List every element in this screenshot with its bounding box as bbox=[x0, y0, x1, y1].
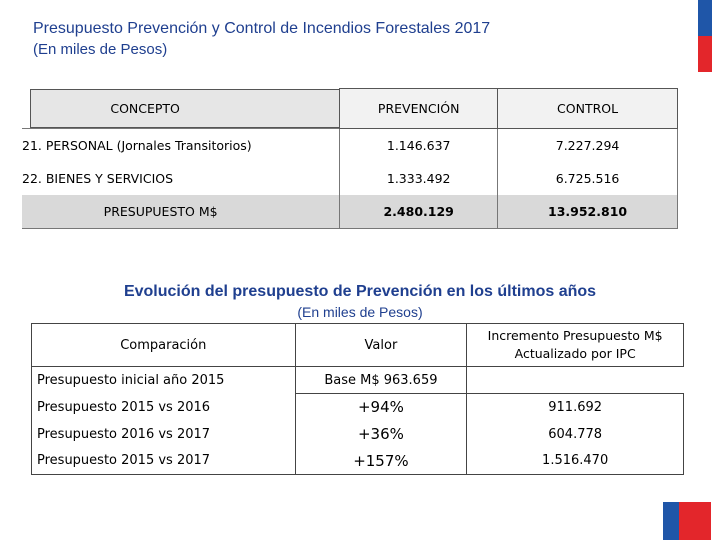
concept-cell: 21. PERSONAL (Jornales Transitorios) bbox=[22, 127, 340, 162]
value-cell: +94% bbox=[294, 393, 468, 421]
value-cell: Base M$ 963.659 bbox=[294, 366, 468, 394]
increment-cell: 911.692 bbox=[466, 393, 684, 421]
value-cell: +157% bbox=[294, 447, 468, 475]
table-row: Presupuesto 2015 vs 2016 +94% 911.692 bbox=[31, 393, 684, 421]
column-header-comparacion: Comparación bbox=[31, 323, 296, 367]
concept-cell: 22. BIENES Y SERVICIOS bbox=[22, 170, 174, 186]
comparison-label: Presupuesto 2015 vs 2017 bbox=[31, 447, 296, 475]
table-header-row: Comparación Valor Incremento Presupuesto… bbox=[31, 323, 684, 367]
evolution-subtitle: (En miles de Pesos) bbox=[297, 304, 423, 320]
column-header-control: CONTROL bbox=[497, 88, 678, 129]
column-header-prevencion: PREVENCIÓN bbox=[339, 88, 498, 129]
evolution-title: Evolución del presupuesto de Prevención … bbox=[123, 283, 597, 300]
comparison-label: Presupuesto 2016 vs 2017 bbox=[31, 420, 296, 448]
total-control: 13.952.810 bbox=[497, 194, 678, 229]
table-header-row: CONCEPTO PREVENCIÓN CONTROL bbox=[22, 88, 678, 129]
increment-cell: 604.778 bbox=[466, 420, 684, 448]
total-prevencion: 2.480.129 bbox=[339, 194, 499, 229]
total-row: PRESUPUESTO M$ 2.480.129 13.952.810 bbox=[22, 194, 678, 229]
value-cell: +36% bbox=[294, 420, 468, 448]
column-header-concepto: CONCEPTO bbox=[30, 88, 340, 128]
budget-table: CONCEPTO PREVENCIÓN CONTROL 21. PERSONAL… bbox=[22, 88, 678, 229]
comparison-label: Presupuesto 2015 vs 2016 bbox=[31, 393, 296, 421]
table-row: 22. BIENES Y SERVICIOS 1.333.492 6.725.5… bbox=[22, 161, 678, 195]
control-cell: 7.227.294 bbox=[497, 127, 678, 162]
total-label: PRESUPUESTO M$ bbox=[22, 194, 340, 229]
column-header-valor: Valor bbox=[295, 323, 468, 367]
column-header-incremento: Incremento Presupuesto M$ Actualizado po… bbox=[466, 323, 684, 367]
table-row: Presupuesto 2016 vs 2017 +36% 604.778 bbox=[31, 420, 684, 448]
prevencion-cell: 1.333.492 bbox=[339, 161, 499, 195]
evolution-table: Comparación Valor Incremento Presupuesto… bbox=[31, 323, 684, 475]
control-cell: 6.725.516 bbox=[497, 161, 678, 195]
table-row: Presupuesto 2015 vs 2017 +157% 1.516.470 bbox=[31, 447, 684, 475]
page-title: Presupuesto Prevención y Control de Ince… bbox=[33, 20, 491, 37]
table-row: Presupuesto inicial año 2015 Base M$ 963… bbox=[31, 366, 684, 394]
comparison-label: Presupuesto inicial año 2015 bbox=[31, 366, 296, 394]
page-subtitle: (En miles de Pesos) bbox=[33, 41, 168, 58]
increment-cell bbox=[467, 367, 684, 394]
flag-decoration-top bbox=[698, 0, 712, 72]
prevencion-cell: 1.146.637 bbox=[339, 127, 499, 162]
flag-decoration-bottom bbox=[663, 502, 711, 540]
table-row: 21. PERSONAL (Jornales Transitorios) 1.1… bbox=[22, 127, 678, 162]
increment-cell: 1.516.470 bbox=[466, 447, 684, 475]
